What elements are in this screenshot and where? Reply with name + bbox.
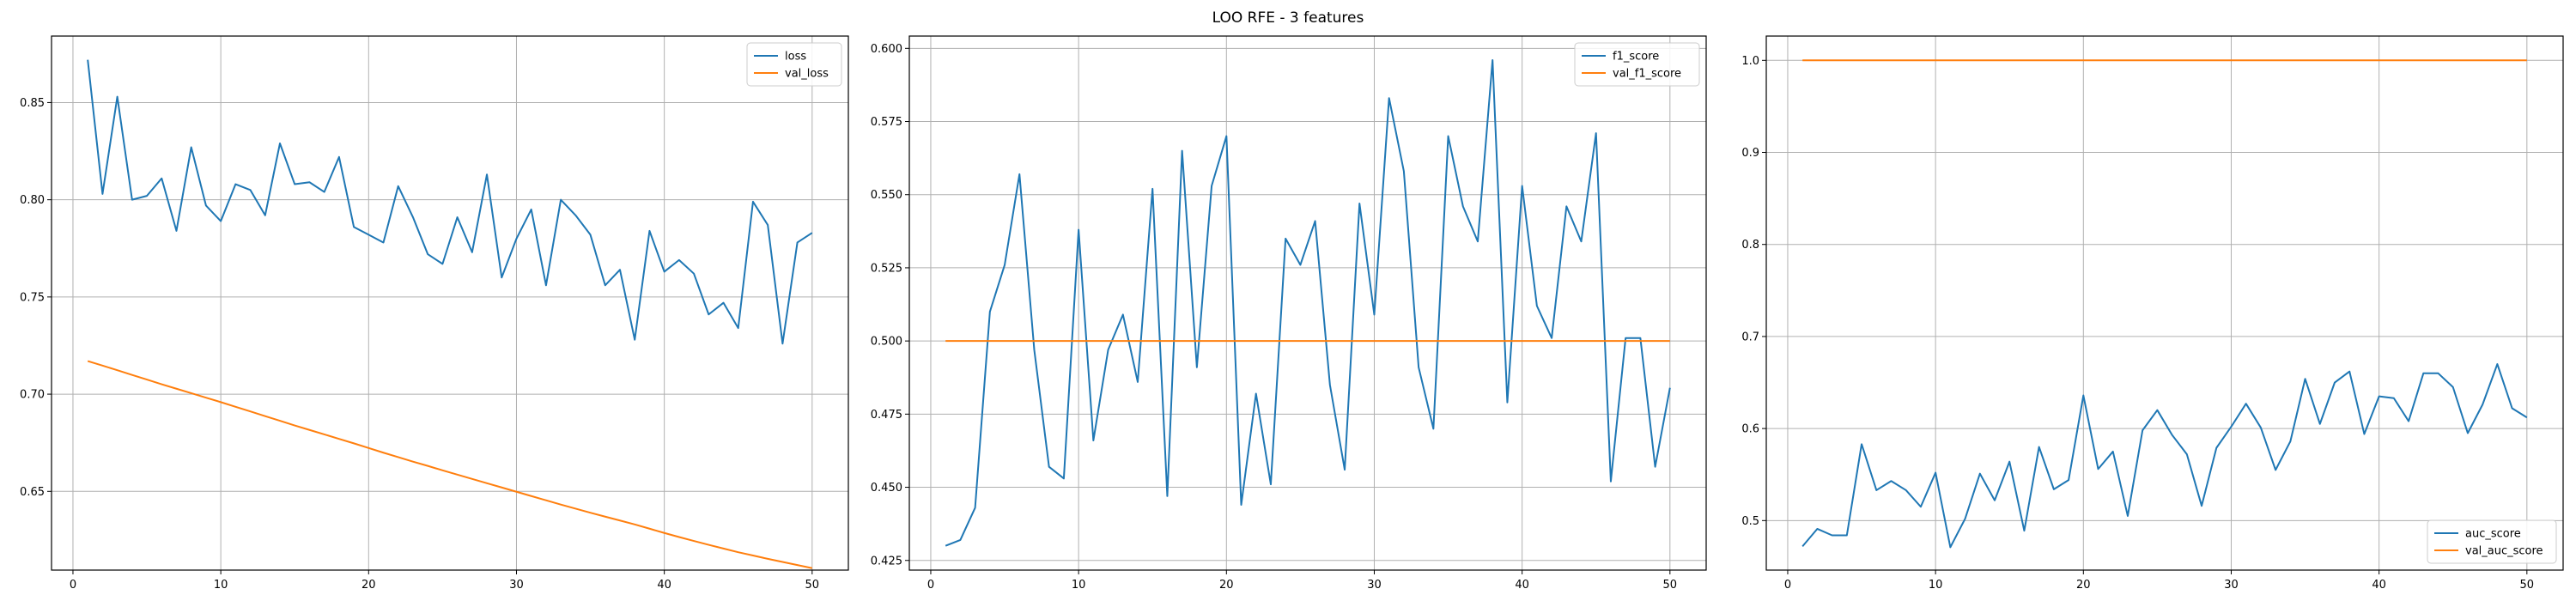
y-tick-label: 0.70 <box>20 389 45 402</box>
x-tick-label: 20 <box>361 579 376 592</box>
legend-label-auc_score: auc_score <box>2465 528 2521 541</box>
figure-title: LOO RFE - 3 features <box>1212 9 1364 27</box>
x-tick-label: 10 <box>214 579 228 592</box>
x-tick-label: 50 <box>2520 579 2535 592</box>
y-tick-label: 0.80 <box>20 194 45 207</box>
series-line-auc_score <box>1801 363 2528 549</box>
y-tick-label: 0.450 <box>871 482 902 495</box>
y-tick-label: 0.7 <box>1741 331 1759 343</box>
x-tick-label: 30 <box>509 579 524 592</box>
legend: loss val_loss <box>746 42 842 87</box>
series-line-val_loss <box>87 360 813 569</box>
series-line-f1_score <box>945 58 1671 547</box>
y-tick-label: 0.500 <box>871 336 902 349</box>
x-tick-label: 40 <box>657 579 671 592</box>
legend-label-f1_score: f1_score <box>1613 51 1659 64</box>
legend-label-loss: loss <box>785 51 806 64</box>
x-tick-label: 40 <box>2372 579 2386 592</box>
legend: f1_score val_f1_score <box>1574 42 1700 87</box>
y-tick-label: 0.600 <box>871 43 902 56</box>
subplot-1: 0 10 20 30 40 50 0.65 0.70 0.75 0.80 0.85 loss val_l… <box>20 35 849 592</box>
x-tick-label: 50 <box>1663 579 1678 592</box>
legend-box <box>2427 519 2557 564</box>
legend: auc_score val_auc_score <box>2427 519 2557 564</box>
subplot-3: 0 10 20 30 40 50 0.5 0.6 0.7 0.8 0.9 1.0 auc_scoreva… <box>1741 35 2564 592</box>
y-tick-label: 0.425 <box>871 555 902 568</box>
y-tick-label: 0.475 <box>871 409 902 422</box>
axes-frame <box>51 35 849 571</box>
x-tick-label: 30 <box>2224 579 2239 592</box>
y-tick-label: 0.8 <box>1741 239 1759 252</box>
y-tick-label: 0.65 <box>20 486 45 499</box>
y-tick-label: 0.85 <box>20 97 45 110</box>
x-tick-label: 10 <box>1072 579 1086 592</box>
legend-box <box>746 42 842 87</box>
y-tick-label: 0.9 <box>1741 147 1759 160</box>
x-tick-label: 20 <box>2076 579 2091 592</box>
y-tick-label: 0.6 <box>1741 423 1759 436</box>
x-tick-label: 0 <box>70 579 76 592</box>
axes-frame <box>1765 35 2564 571</box>
x-tick-label: 0 <box>927 579 934 592</box>
y-tick-label: 0.75 <box>20 291 45 304</box>
legend-label-val_auc_score: val_auc_score <box>2465 545 2543 558</box>
y-tick-label: 0.525 <box>871 262 902 275</box>
y-tick-label: 1.0 <box>1741 55 1759 68</box>
x-tick-label: 20 <box>1219 579 1234 592</box>
x-tick-label: 10 <box>1929 579 1943 592</box>
legend-label-val_f1_score: val_f1_score <box>1613 68 1681 81</box>
subplots: 0 10 20 30 40 500.650.700.750.800.85lossval_l… <box>20 35 2564 592</box>
x-tick-label: 0 <box>1784 579 1791 592</box>
y-tick-label: 0.5 <box>1741 515 1759 528</box>
y-tick-label: 0.550 <box>871 189 902 202</box>
legend-label-val_loss: val_loss <box>785 68 829 81</box>
x-tick-label: 50 <box>805 579 820 592</box>
x-tick-label: 40 <box>1515 579 1529 592</box>
series-line-loss <box>87 59 813 345</box>
legend-box <box>1574 42 1700 87</box>
x-tick-label: 30 <box>1367 579 1382 592</box>
y-tick-label: 0.575 <box>871 116 902 129</box>
subplot-2: 0 10 20 30 40 50 0.425 0.450 0.475 0.500 0.525 0.55… <box>871 35 1707 592</box>
axes-frame <box>908 35 1707 571</box>
